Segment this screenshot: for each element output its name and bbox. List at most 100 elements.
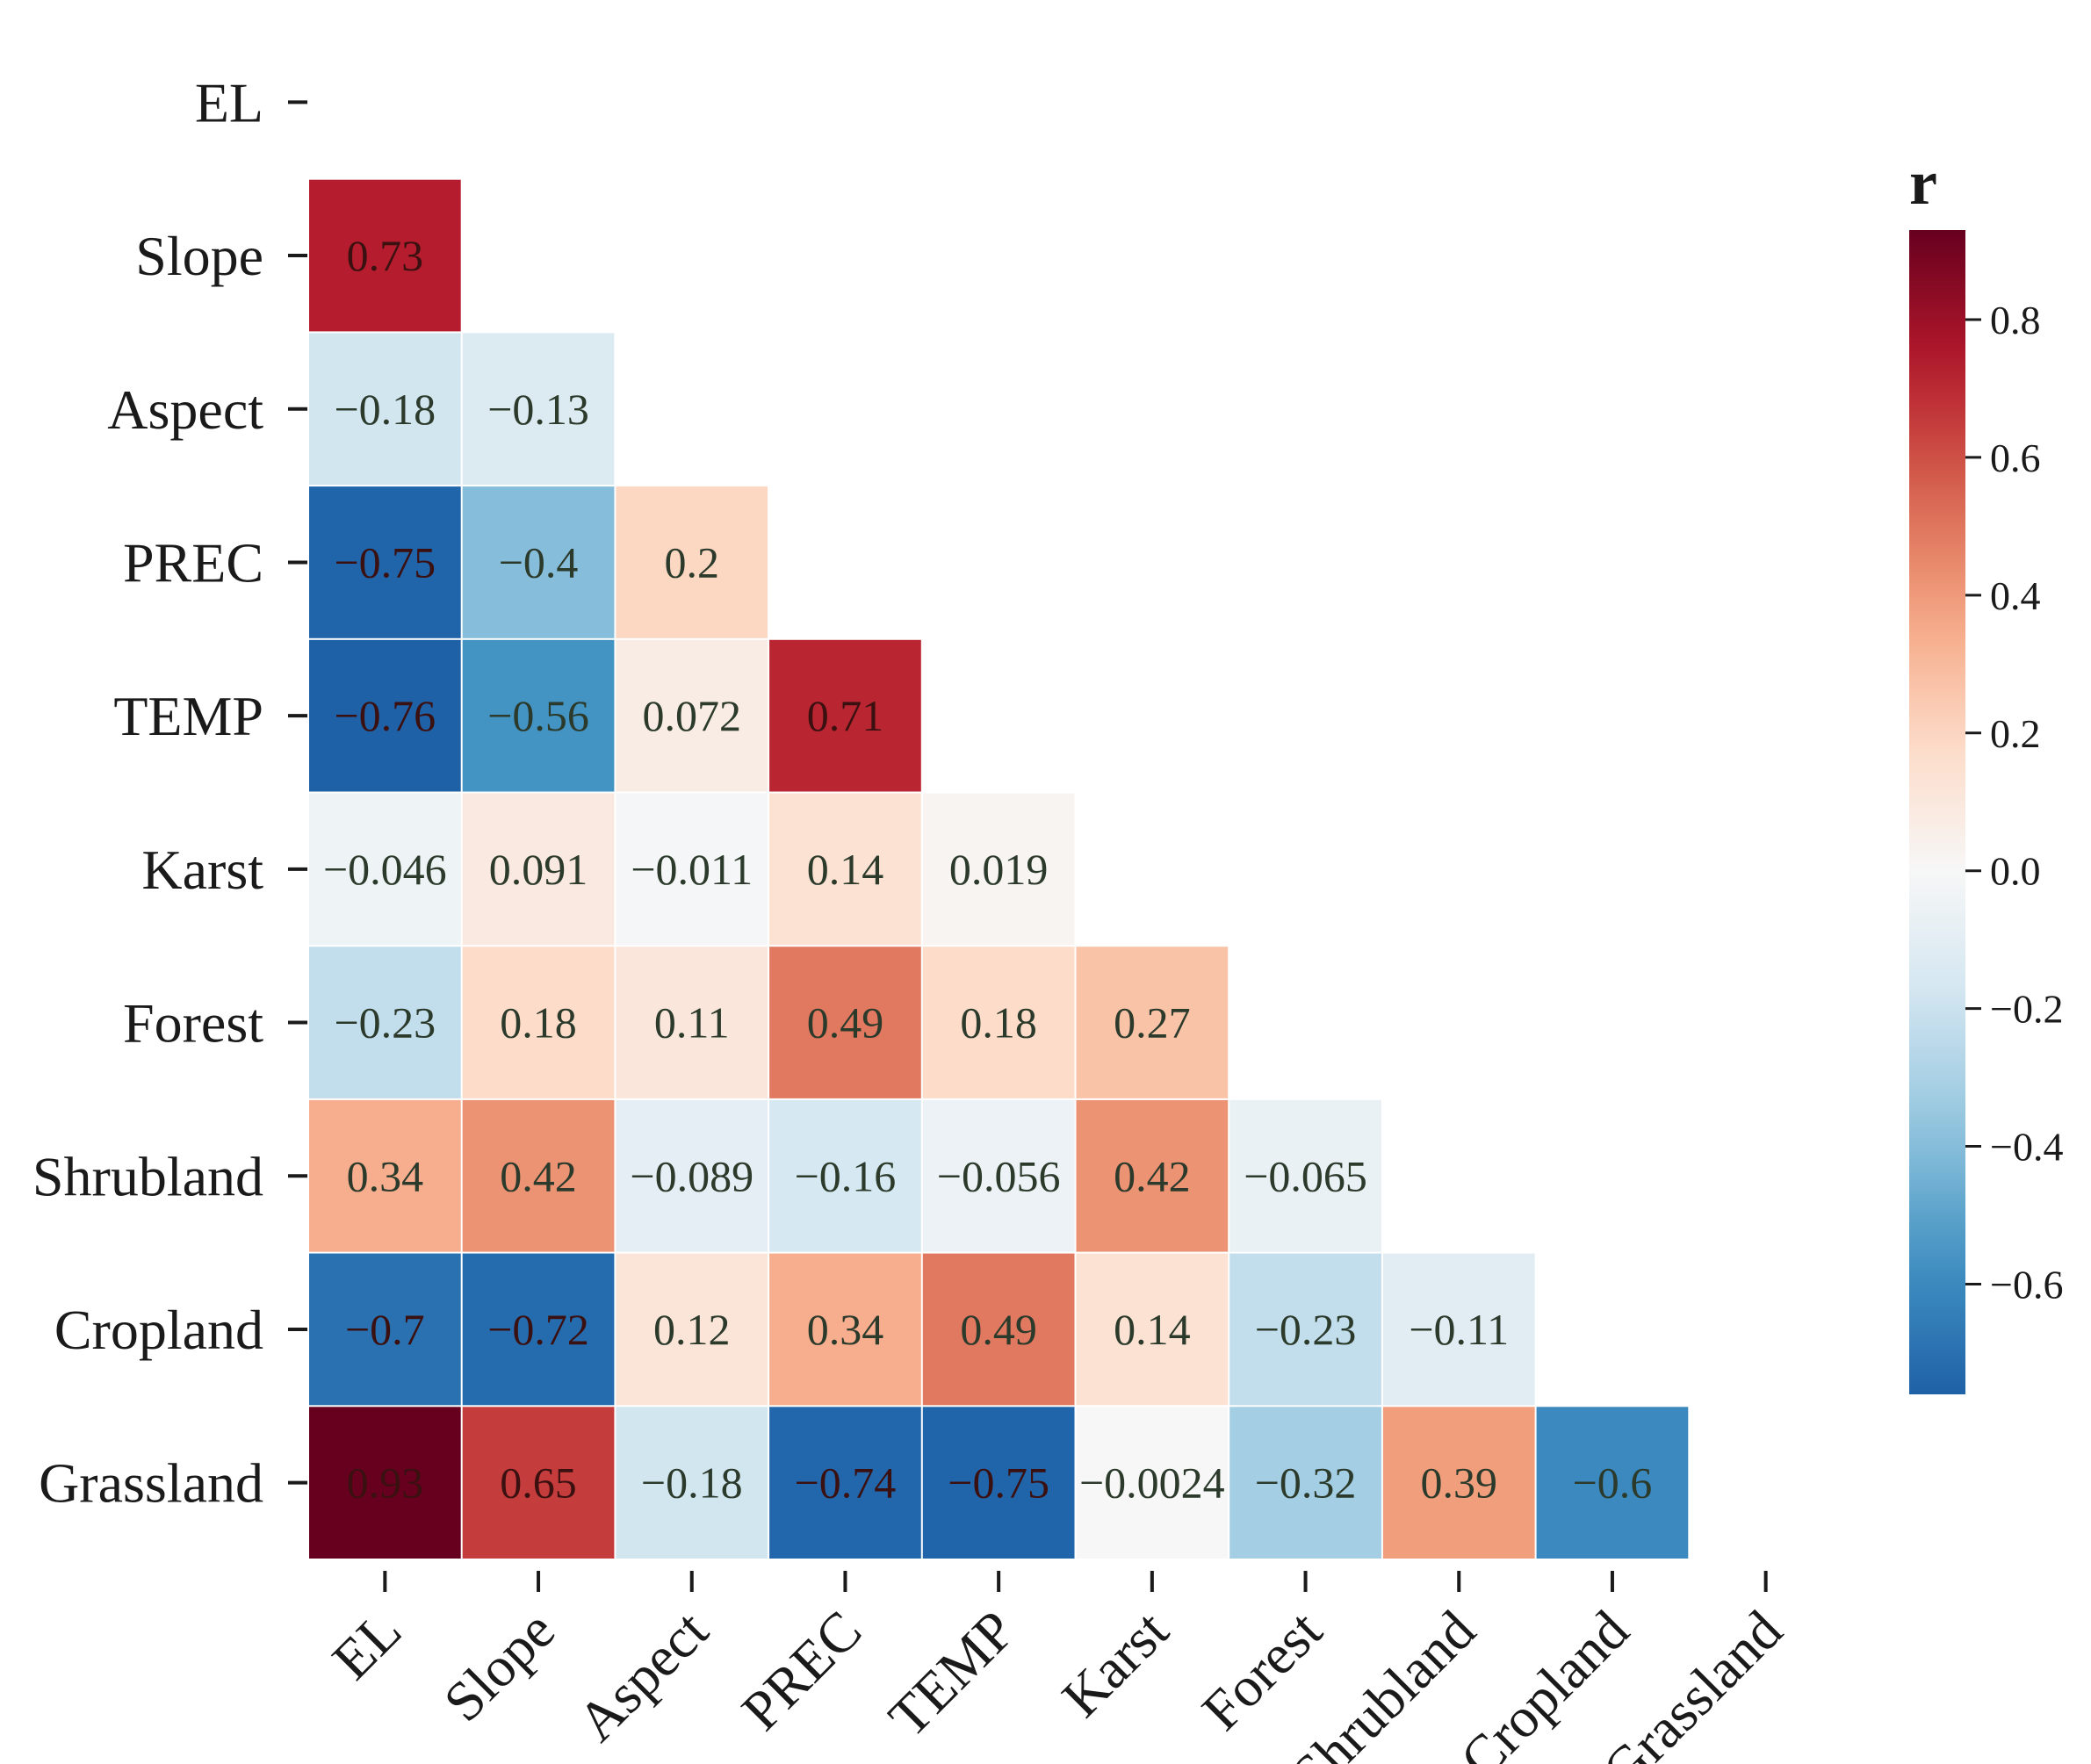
x-label-karst: Karst <box>1050 1599 1180 1729</box>
cell-cropland-el <box>309 1253 461 1406</box>
cell-value-karst-slope: 0.091 <box>489 845 588 894</box>
y-label-grassland: Grassland <box>39 1452 263 1515</box>
y-label-cropland: Cropland <box>54 1299 263 1361</box>
y-label-karst: Karst <box>141 839 263 901</box>
cell-cropland-prec <box>769 1253 921 1406</box>
cell-value-grassland-el: 0.93 <box>347 1458 424 1508</box>
cell-temp-slope <box>462 639 615 792</box>
x-label-el: EL <box>321 1599 413 1691</box>
cell-forest-prec <box>769 947 921 1098</box>
cell-shrubland-aspect <box>616 1099 768 1252</box>
cell-value-karst-aspect: −0.011 <box>631 845 753 894</box>
cell-cropland-shrubland <box>1382 1253 1535 1406</box>
cell-prec-el <box>309 486 461 638</box>
cell-forest-karst <box>1076 947 1229 1098</box>
cell-value-forest-prec: 0.49 <box>807 998 884 1048</box>
x-label-grassland: Grassland <box>1590 1599 1793 1764</box>
cell-value-cropland-aspect: 0.12 <box>653 1305 731 1354</box>
cell-cropland-aspect <box>616 1253 768 1406</box>
cell-grassland-temp <box>922 1407 1075 1559</box>
cell-prec-slope <box>462 486 615 638</box>
cell-value-karst-prec: 0.14 <box>807 845 884 894</box>
y-label-slope: Slope <box>135 225 263 287</box>
cell-aspect-el <box>309 333 461 486</box>
cell-value-temp-aspect: 0.072 <box>643 691 742 740</box>
y-label-forest: Forest <box>123 992 263 1055</box>
cell-grassland-shrubland <box>1382 1407 1535 1559</box>
x-label-prec: PREC <box>730 1599 873 1742</box>
x-label-forest: Forest <box>1190 1599 1333 1742</box>
cell-value-prec-slope: −0.4 <box>499 537 579 587</box>
cell-karst-slope <box>462 793 615 946</box>
colorbar-tick-label-0: 0.8 <box>1990 298 2041 342</box>
cell-value-forest-karst: 0.27 <box>1114 998 1191 1048</box>
cell-cropland-temp <box>922 1253 1075 1406</box>
colorbar-tick-label-1: 0.6 <box>1990 436 2041 480</box>
cell-value-cropland-prec: 0.34 <box>807 1305 884 1354</box>
cell-shrubland-prec <box>769 1099 921 1252</box>
x-label-aspect: Aspect <box>566 1599 720 1753</box>
x-label-slope: Slope <box>432 1599 566 1733</box>
colorbar-tick-label-6: −0.4 <box>1990 1125 2063 1170</box>
cell-shrubland-el <box>309 1099 461 1252</box>
cell-temp-el <box>309 639 461 792</box>
cell-karst-aspect <box>616 793 768 946</box>
cell-value-temp-slope: −0.56 <box>487 691 589 740</box>
cell-slope-el <box>309 179 461 332</box>
cell-forest-temp <box>922 947 1075 1098</box>
colorbar-tick-label-7: −0.6 <box>1990 1262 2063 1307</box>
x-label-temp: TEMP <box>876 1599 1027 1749</box>
cell-value-grassland-slope: 0.65 <box>500 1458 577 1508</box>
cell-value-karst-temp: 0.019 <box>949 845 1049 894</box>
y-label-prec: PREC <box>123 531 263 594</box>
cell-value-forest-el: −0.23 <box>334 998 436 1048</box>
cell-cropland-slope <box>462 1253 615 1406</box>
y-label-shrubland: Shrubland <box>32 1145 263 1207</box>
cell-shrubland-karst <box>1076 1099 1229 1252</box>
cell-value-cropland-slope: −0.72 <box>487 1305 589 1354</box>
cell-value-shrubland-karst: 0.42 <box>1114 1151 1191 1200</box>
cell-value-forest-slope: 0.18 <box>500 998 577 1048</box>
colorbar-tick-label-3: 0.2 <box>1990 711 2041 756</box>
cell-value-shrubland-prec: −0.16 <box>795 1151 897 1200</box>
cell-value-temp-el: −0.76 <box>334 691 436 740</box>
colorbar-tick-label-5: −0.2 <box>1990 987 2063 1032</box>
y-axis: EL Slope Aspect PREC TEMP Karst Forest Shrublan… <box>32 71 307 1515</box>
cell-value-cropland-el: −0.7 <box>345 1305 425 1354</box>
cell-value-grassland-aspect: −0.18 <box>641 1458 743 1508</box>
cell-temp-aspect <box>616 639 768 792</box>
cell-value-temp-prec: 0.71 <box>807 691 884 740</box>
cell-value-shrubland-aspect: −0.089 <box>630 1151 753 1200</box>
cell-value-grassland-temp: −0.75 <box>948 1458 1049 1508</box>
cell-value-shrubland-el: 0.34 <box>347 1151 424 1200</box>
cell-value-aspect-slope: −0.13 <box>487 385 589 434</box>
colorbar-gradient <box>1909 230 1965 1394</box>
cell-grassland-prec <box>769 1407 921 1559</box>
colorbar-tick-label-4: 0.0 <box>1990 849 2041 894</box>
y-label-el: EL <box>195 71 263 133</box>
cell-karst-temp <box>922 793 1075 946</box>
cell-grassland-karst <box>1076 1407 1229 1559</box>
cell-shrubland-temp <box>922 1099 1075 1252</box>
cell-temp-prec <box>769 639 921 792</box>
cell-value-grassland-prec: −0.74 <box>795 1458 897 1508</box>
colorbar: r 0.8 0.6 0.4 0.2 0.0 −0.2 −0.4 −0.6 <box>1909 148 2063 1394</box>
cell-grassland-el <box>309 1407 461 1559</box>
cell-value-karst-el: −0.046 <box>323 845 447 894</box>
cell-forest-el <box>309 947 461 1098</box>
cell-value-cropland-forest: −0.23 <box>1255 1305 1357 1354</box>
heatmap-cells: 0.73 −0.18 −0.13 −0.75 −0.4 0.2 −0.76 −0.56 0.07… <box>309 179 1689 1559</box>
cell-grassland-aspect <box>616 1407 768 1559</box>
cell-cropland-forest <box>1229 1253 1381 1406</box>
cell-value-prec-el: −0.75 <box>334 537 436 587</box>
cell-forest-aspect <box>616 947 768 1098</box>
cell-value-forest-aspect: 0.11 <box>654 998 730 1048</box>
cell-value-cropland-temp: 0.49 <box>960 1305 1037 1354</box>
y-label-aspect: Aspect <box>107 378 263 441</box>
cell-value-grassland-forest: −0.32 <box>1255 1458 1357 1508</box>
y-label-temp: TEMP <box>113 685 263 747</box>
cell-prec-aspect <box>616 486 768 638</box>
cell-value-shrubland-forest: −0.065 <box>1244 1151 1367 1200</box>
